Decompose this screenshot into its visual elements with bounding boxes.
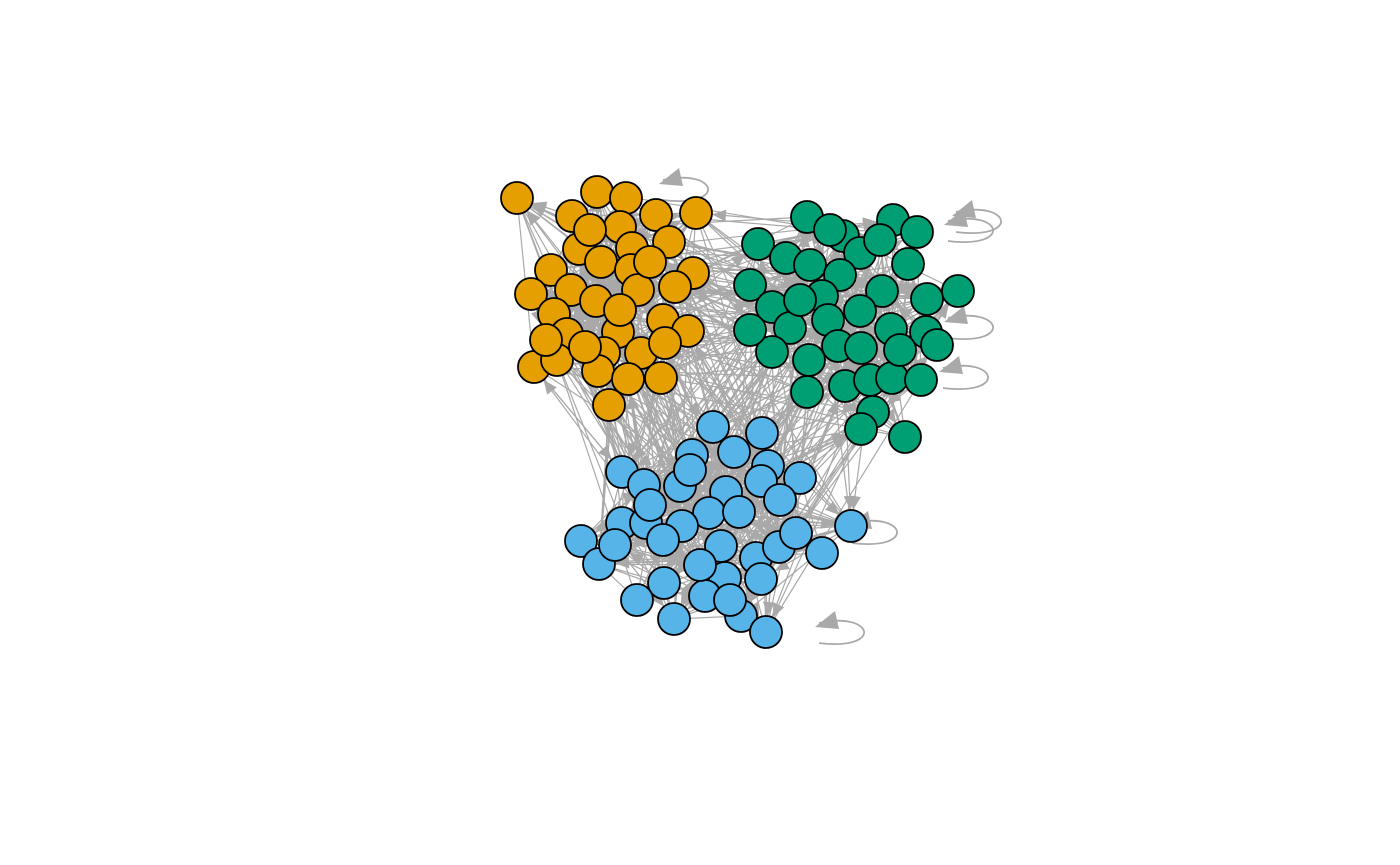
node-group-2: [905, 364, 937, 396]
node-group-2: [734, 314, 766, 346]
node-group-3: [647, 524, 679, 556]
node-group-1: [530, 324, 562, 356]
node-group-1: [574, 214, 606, 246]
node-group-1: [569, 331, 601, 363]
node-group-2: [889, 421, 921, 453]
node-group-2: [876, 362, 908, 394]
node-group-2: [793, 344, 825, 376]
node-group-3: [780, 517, 812, 549]
node-group-3: [658, 603, 690, 635]
node-group-2: [794, 249, 826, 281]
node-group-3: [835, 510, 867, 542]
node-group-3: [714, 584, 746, 616]
node-group-2: [884, 334, 916, 366]
node-group-1: [585, 246, 617, 278]
node-group-2: [742, 228, 774, 260]
node-group-3: [745, 563, 777, 595]
node-group-3: [684, 549, 716, 581]
node-group-2: [814, 214, 846, 246]
node-group-2: [844, 295, 876, 327]
node-group-3: [634, 489, 666, 521]
node-group-1: [610, 182, 642, 214]
node-group-2: [901, 216, 933, 248]
node-group-2: [911, 283, 943, 315]
node-group-3: [718, 436, 750, 468]
node-group-1: [604, 294, 636, 326]
node-group-1: [659, 271, 691, 303]
node-group-1: [581, 176, 613, 208]
node-group-3: [599, 529, 631, 561]
node-group-3: [697, 411, 729, 443]
node-group-2: [921, 329, 953, 361]
node-group-1: [634, 246, 666, 278]
node-group-3: [746, 417, 778, 449]
node-group-2: [791, 376, 823, 408]
node-group-2: [892, 248, 924, 280]
node-group-2: [784, 284, 816, 316]
node-group-3: [750, 616, 782, 648]
node-group-3: [723, 496, 755, 528]
node-group-3: [674, 454, 706, 486]
node-group-3: [621, 584, 653, 616]
node-group-1: [680, 197, 712, 229]
node-group-1: [649, 327, 681, 359]
node-group-2: [845, 413, 877, 445]
node-group-1: [593, 389, 625, 421]
node-group-2: [864, 224, 896, 256]
node-group-1: [501, 182, 533, 214]
node-group-3: [764, 484, 796, 516]
node-group-3: [806, 537, 838, 569]
node-group-2: [942, 275, 974, 307]
node-group-1: [645, 362, 677, 394]
node-group-2: [845, 332, 877, 364]
